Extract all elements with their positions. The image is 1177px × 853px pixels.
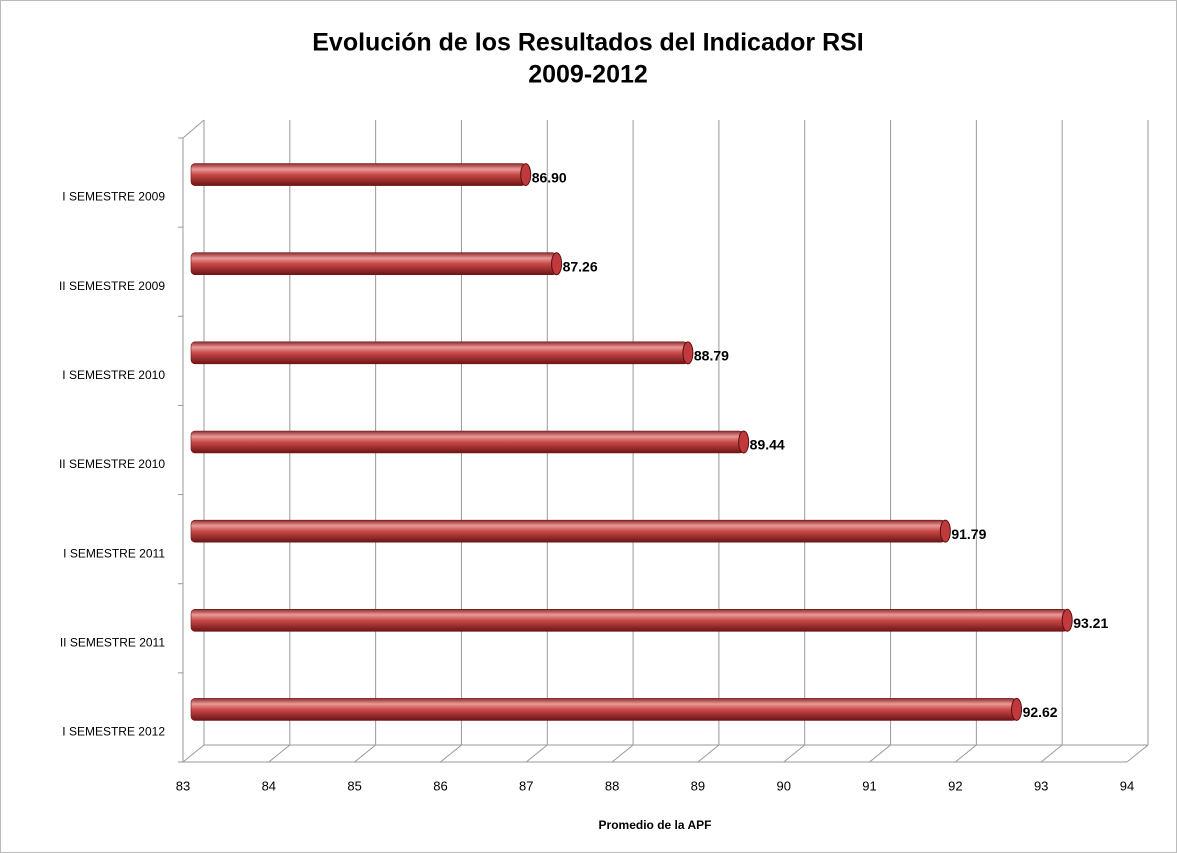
y-tick-label: I SEMESTRE 2011: [63, 546, 165, 560]
floor-line: [440, 744, 462, 763]
floor-line: [1126, 744, 1149, 763]
x-tick-label: 83: [176, 778, 190, 793]
floor-line: [869, 744, 891, 763]
value-label: 86.90: [532, 169, 567, 185]
bar: [190, 252, 557, 276]
bar-cap: [1061, 608, 1073, 632]
value-label: 89.44: [750, 437, 785, 453]
y-tick-label: II SEMESTRE 2010: [59, 457, 165, 471]
bar-cap: [551, 252, 563, 276]
bar: [190, 163, 526, 186]
y-tick-label: I SEMESTRE 2010: [62, 368, 165, 382]
bar-cap: [738, 430, 750, 454]
x-tick-label: 87: [519, 778, 533, 793]
wall-edge: [182, 119, 205, 139]
x-tick-label: 86: [433, 778, 447, 793]
floor-line: [611, 744, 634, 763]
bar-cap: [520, 163, 532, 187]
y-tick-label: I SEMESTRE 2012: [62, 725, 165, 739]
value-label: 93.21: [1073, 615, 1108, 631]
chart-title: 2009-2012: [528, 61, 648, 89]
x-tick-label: 91: [862, 778, 876, 793]
floor-line: [697, 744, 720, 763]
value-label: 91.79: [951, 526, 986, 542]
x-axis-label: Promedio de la APF: [599, 818, 712, 832]
x-tick-label: 88: [605, 778, 619, 793]
x-tick-label: 85: [347, 778, 361, 793]
bar: [190, 698, 1017, 721]
bar-cap: [682, 341, 694, 365]
bar: [190, 430, 744, 454]
floor-line: [955, 744, 977, 763]
chart-title: Evolución de los Resultados del Indicado…: [312, 29, 864, 57]
floor-line: [783, 744, 806, 763]
y-tick-label: I SEMESTRE 2009: [62, 190, 165, 204]
floor-line: [525, 744, 548, 763]
x-tick-label: 92: [948, 778, 962, 793]
bar: [190, 608, 1068, 632]
x-tick-label: 94: [1120, 778, 1134, 793]
bar: [190, 519, 946, 543]
value-label: 88.79: [694, 348, 729, 364]
x-tick-label: 90: [776, 778, 790, 793]
x-tick-label: 89: [691, 778, 705, 793]
floor-line: [354, 744, 376, 763]
bar-cap: [939, 519, 951, 543]
y-tick-label: II SEMESTRE 2011: [60, 635, 165, 649]
bar: [190, 341, 689, 365]
floor-line: [182, 744, 205, 763]
x-tick-label: 93: [1034, 778, 1048, 793]
floor-line: [268, 744, 291, 763]
y-tick-label: II SEMESTRE 2009: [59, 279, 165, 293]
x-tick-label: 84: [262, 778, 276, 793]
bar-cap: [1011, 697, 1023, 721]
floor-line: [1040, 744, 1063, 763]
value-label: 87.26: [563, 258, 598, 274]
value-label: 92.62: [1023, 704, 1058, 720]
